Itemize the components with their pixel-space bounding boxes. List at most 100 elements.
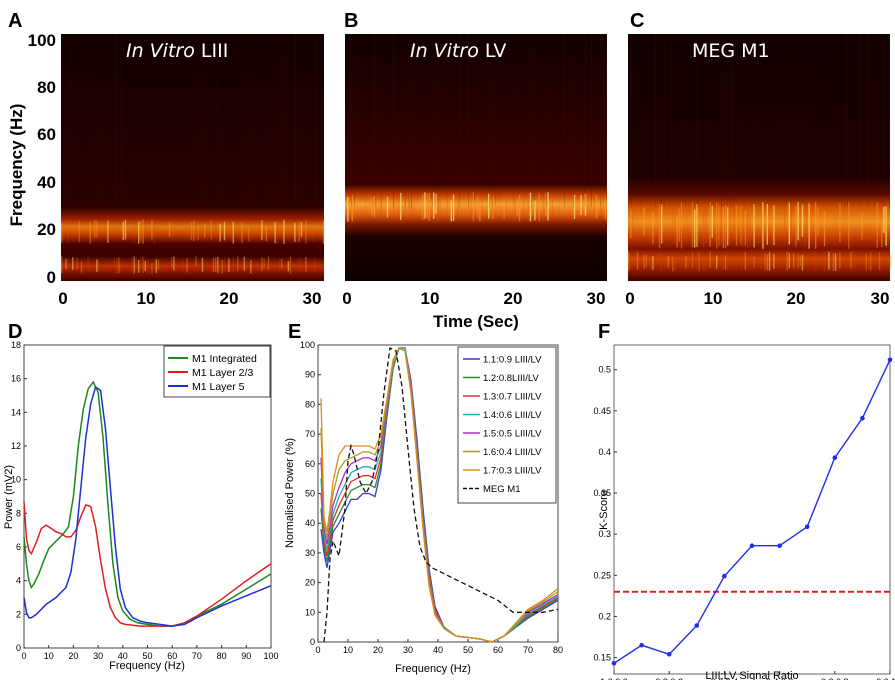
spectrogram-streak bbox=[832, 253, 834, 271]
spectrogram-streak bbox=[247, 34, 248, 207]
spectrogram-streak bbox=[744, 251, 746, 270]
spectrogram-a-y-ticks: 0 20 40 60 80 100 bbox=[28, 31, 56, 287]
spectrogram-streak bbox=[523, 194, 525, 220]
spectrogram-streak bbox=[850, 251, 852, 269]
spectrogram-streak bbox=[474, 34, 475, 207]
y-tick-label: 100 bbox=[28, 31, 56, 50]
spectrogram-streak bbox=[232, 257, 234, 273]
legend-label: 1.7:0.3 LIII/LV bbox=[483, 466, 542, 477]
spectrogram-streak bbox=[832, 34, 833, 207]
spectrogram-streak bbox=[773, 253, 775, 269]
y-tick-label: 40 bbox=[305, 518, 315, 528]
panel-f: F 1.0:0.0 0.8:0.2 0.6:0.4 0.4:0.6 0.2:0.8 0.0… bbox=[593, 321, 895, 680]
spectrogram-streak bbox=[190, 222, 193, 241]
x-tick-label: 0 bbox=[21, 651, 26, 661]
spectrogram-streak bbox=[797, 253, 799, 269]
spectrogram-c-texture bbox=[628, 34, 892, 272]
spectrogram-streak bbox=[547, 192, 549, 221]
spectrogram-streak bbox=[534, 200, 536, 221]
spectrogram-streak bbox=[226, 219, 228, 244]
spectrogram-streak bbox=[151, 219, 153, 240]
spectrogram-streak bbox=[661, 252, 663, 271]
spectrogram-streak bbox=[133, 256, 135, 274]
y-tick-label: 10 bbox=[11, 475, 21, 485]
spectrogram-streak bbox=[472, 192, 474, 221]
spectrogram-streak bbox=[647, 208, 650, 234]
spectrogram-streak bbox=[408, 34, 409, 207]
spectrogram-streak bbox=[740, 206, 742, 245]
spectrogram-streak bbox=[877, 34, 878, 207]
spectrogram-streak bbox=[646, 209, 647, 247]
spectrogram-streak bbox=[206, 256, 208, 273]
y-tick-label: 18 bbox=[11, 340, 21, 350]
spectrogram-a-x-ticks: 0 10 20 30 bbox=[58, 289, 321, 308]
spectrogram-streak bbox=[763, 34, 764, 207]
spectrogram-streak bbox=[716, 202, 718, 249]
spectrogram-streak bbox=[757, 253, 760, 269]
y-tick-label: 70 bbox=[305, 429, 315, 439]
spectrogram-streak bbox=[687, 202, 689, 249]
spectrogram-streak bbox=[685, 256, 687, 269]
spectrogram-streak bbox=[802, 34, 803, 207]
spectrogram-streak bbox=[519, 34, 520, 207]
spectrogram-streak bbox=[889, 34, 890, 207]
plot-f-y-axis-label: K-Score bbox=[598, 490, 610, 530]
spectrogram-streak bbox=[67, 257, 69, 272]
panel-label-b: B bbox=[344, 10, 358, 32]
spectrogram-streak bbox=[210, 219, 212, 241]
spectrogram-streak bbox=[685, 215, 687, 243]
spectrogram-streak bbox=[76, 257, 78, 270]
spectrogram-streak bbox=[118, 221, 120, 242]
spectrogram-streak bbox=[248, 226, 250, 242]
spectrogram-streak bbox=[834, 205, 837, 245]
spectrogram-a-title: In Vitro LIII bbox=[126, 40, 228, 62]
spectrogram-streak bbox=[118, 257, 120, 274]
spectrogram-streak bbox=[452, 194, 455, 221]
x-tick-label: 30 bbox=[403, 645, 413, 655]
spectrogram-streak bbox=[94, 219, 96, 238]
spectrogram-streak bbox=[438, 34, 439, 207]
spectrogram-streak bbox=[426, 193, 428, 219]
spectrogram-streak bbox=[788, 252, 790, 269]
spectrogram-streak bbox=[371, 198, 373, 216]
spectrogram-streak bbox=[531, 34, 532, 207]
spectrogram-streak bbox=[766, 254, 768, 271]
spectrogram-streak bbox=[100, 34, 101, 207]
spectrogram-streak bbox=[351, 34, 352, 207]
spectrogram-streak bbox=[782, 253, 784, 270]
spectrogram-streak bbox=[587, 193, 589, 222]
spectrogram-streak bbox=[628, 251, 630, 271]
spectrogram-streak bbox=[243, 256, 245, 271]
spectrogram-streak bbox=[193, 220, 195, 241]
spectrogram-streak bbox=[124, 219, 127, 240]
spectrogram-streak bbox=[435, 193, 437, 214]
spectrogram-streak bbox=[527, 192, 529, 222]
spectrogram-streak bbox=[885, 206, 887, 246]
legend-label: M1 Integrated bbox=[192, 353, 257, 365]
spectrogram-streak bbox=[823, 211, 826, 247]
y-tick-label: 8 bbox=[16, 508, 21, 518]
spectrogram-streak bbox=[468, 34, 469, 207]
spectrogram-streak bbox=[777, 251, 779, 270]
x-tick-label: 10 bbox=[137, 289, 156, 308]
spectrogram-streak bbox=[121, 34, 122, 207]
spectrogram-streak bbox=[696, 251, 698, 271]
spectrogram-streak bbox=[713, 254, 716, 268]
spectrogram-streak bbox=[70, 34, 71, 207]
spectrogram-streak bbox=[280, 34, 281, 207]
spectrogram-streak bbox=[665, 258, 666, 270]
spectrogram-streak bbox=[654, 211, 655, 245]
spectrogram-streak bbox=[67, 34, 68, 207]
spectrogram-streak bbox=[801, 254, 804, 271]
spectrogram-streak bbox=[711, 205, 713, 238]
y-tick-label: 0.15 bbox=[593, 653, 611, 663]
plot-e-lines bbox=[320, 347, 559, 643]
spectrogram-streak bbox=[570, 34, 571, 207]
spectrogram-streak bbox=[558, 199, 560, 222]
y-tick-label: 30 bbox=[305, 548, 315, 558]
spectrogram-b-texture bbox=[347, 34, 607, 222]
spectrogram-streak bbox=[375, 194, 378, 221]
spectrogram-streak bbox=[853, 34, 854, 207]
spectrogram-streak bbox=[595, 195, 598, 219]
spectrogram-c bbox=[628, 34, 890, 281]
